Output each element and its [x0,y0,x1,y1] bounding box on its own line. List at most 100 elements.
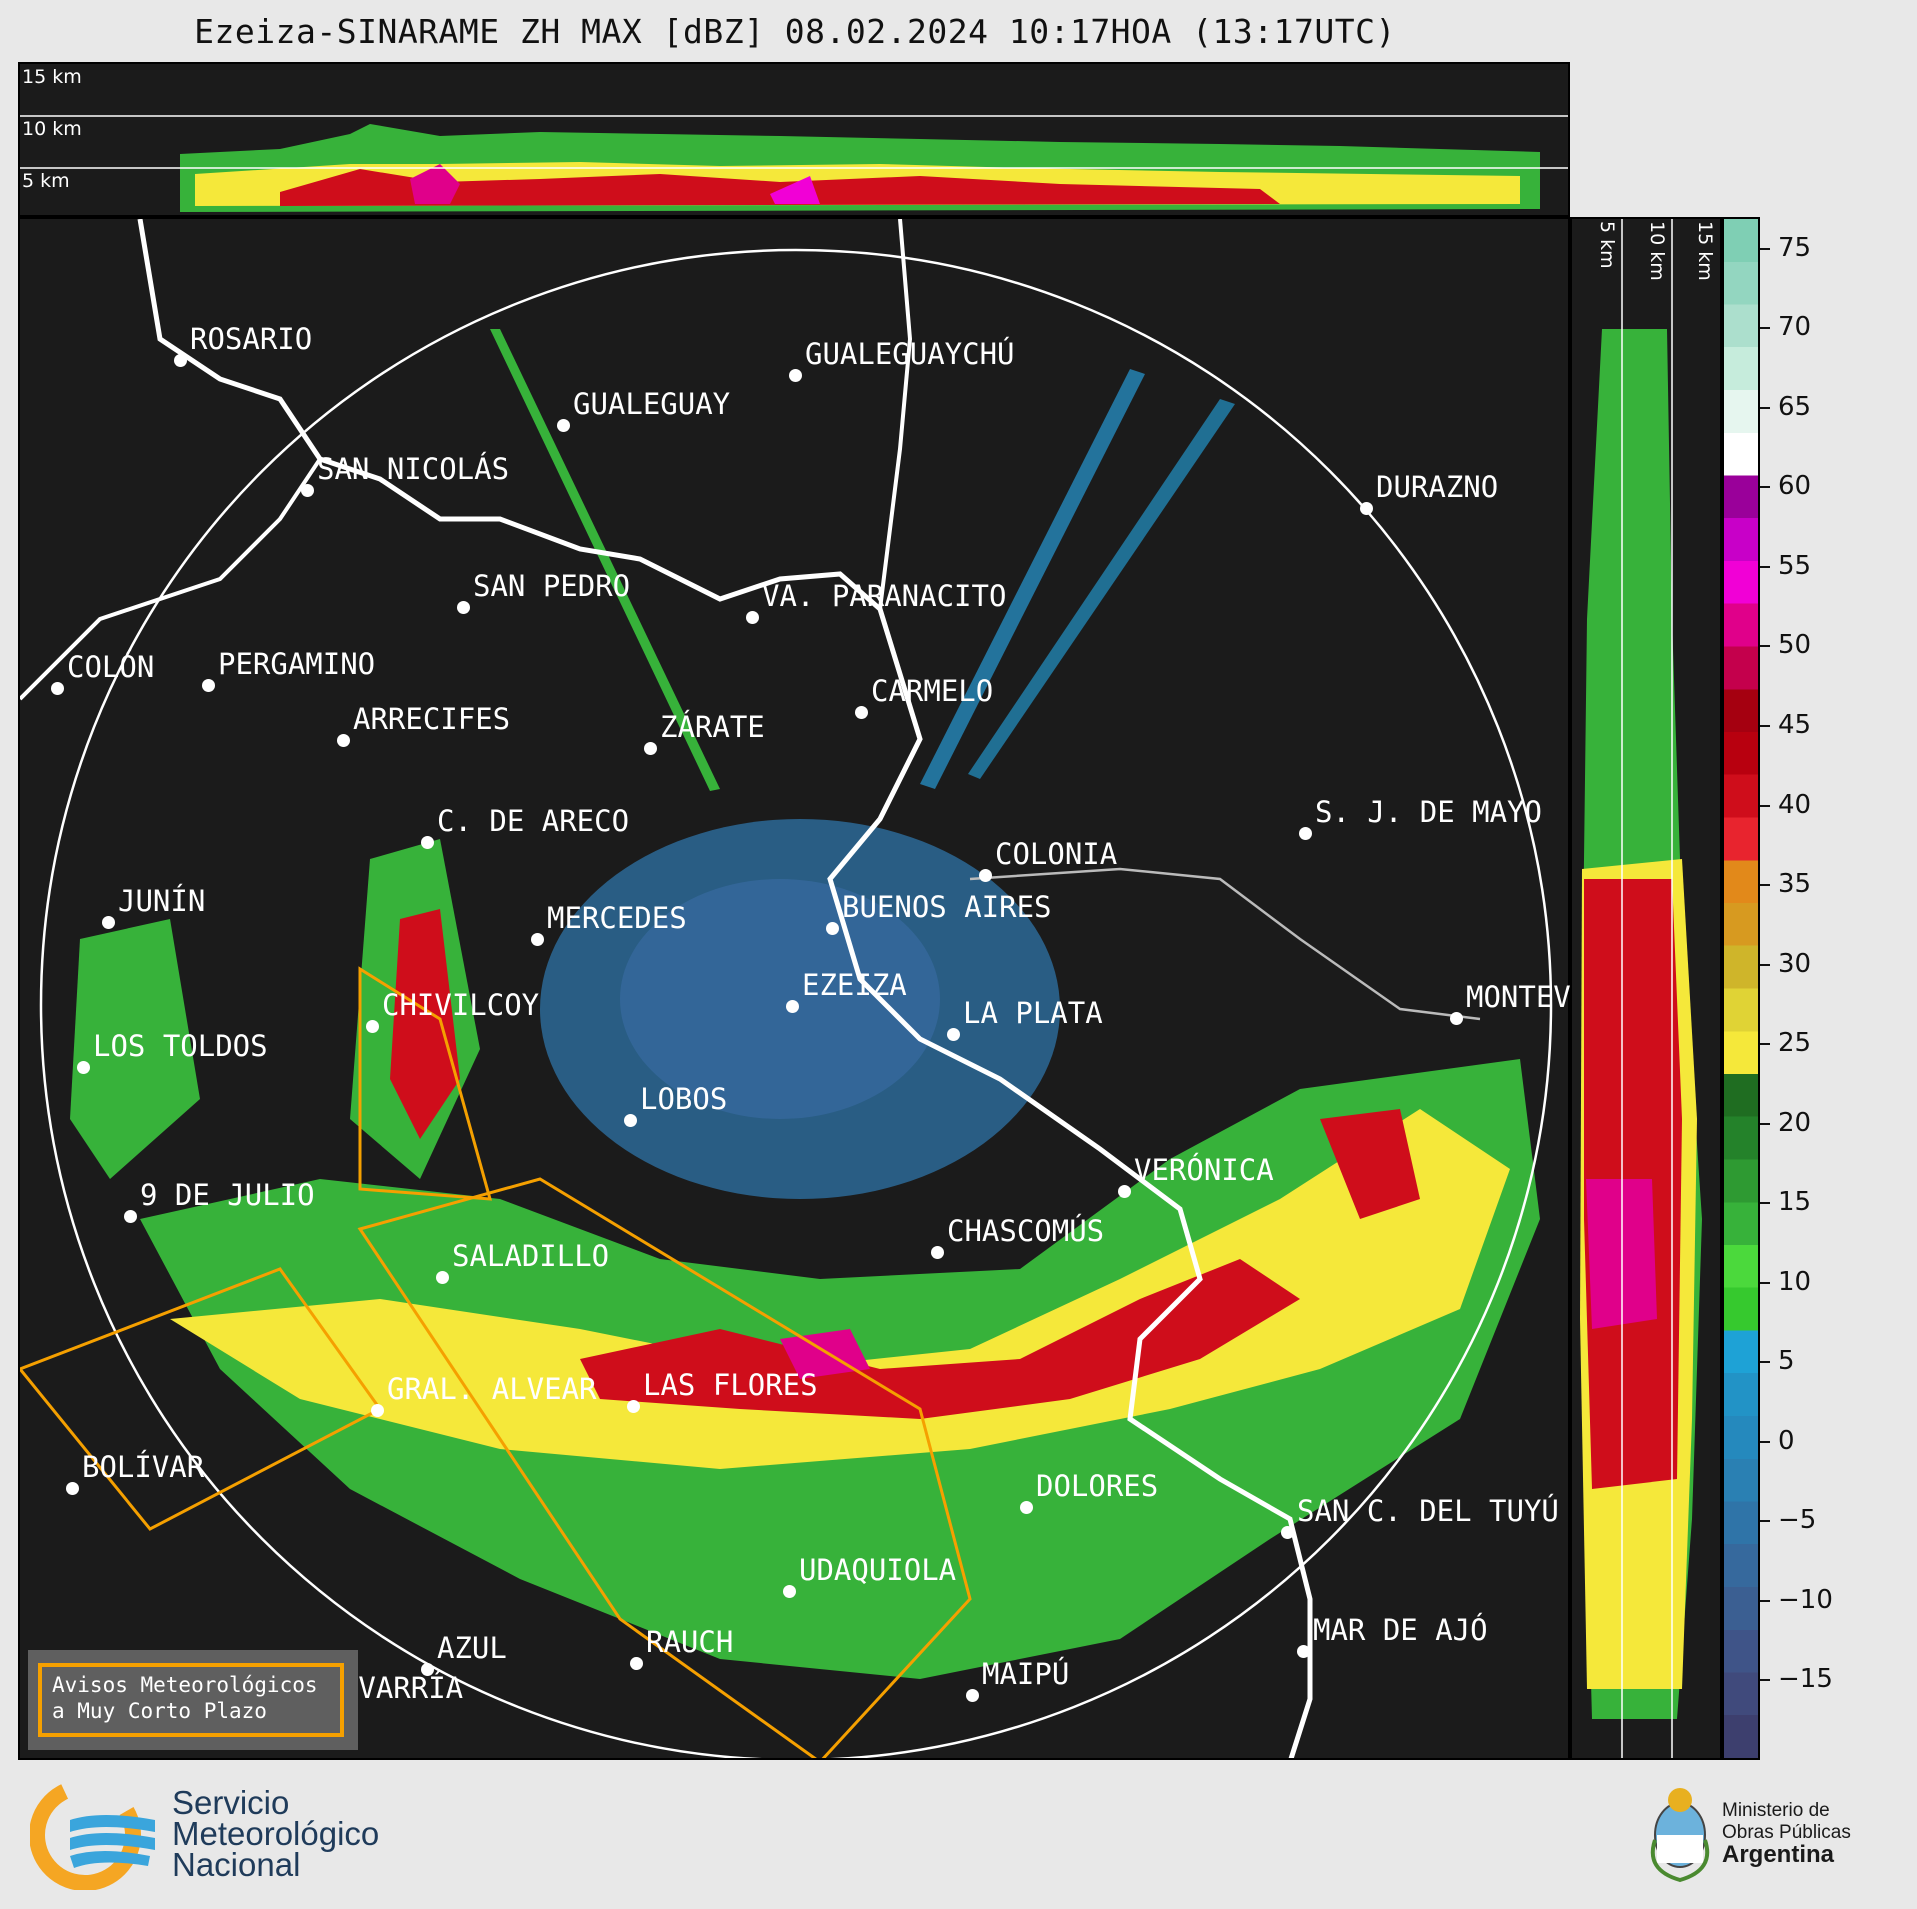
ministry-line-3: Argentina [1722,1841,1835,1868]
city-label: 9 DE JULIO [140,1178,315,1212]
colorbar-tick-mark [1760,1361,1770,1364]
city-marker-dot [557,419,570,432]
city-marker-dot [457,601,470,614]
city-marker-dot [1020,1501,1033,1514]
colorbar-tick-mark [1760,804,1770,807]
city-marker-dot [531,933,544,946]
city-marker-dot [337,734,350,747]
colorbar-tick-label: 70 [1778,312,1812,343]
colorbar-tick-label: 0 [1778,1425,1795,1456]
city-label: SAN PEDRO [473,569,631,603]
colorbar-tick-label: 50 [1778,630,1812,661]
city-label: C. DE ARECO [437,804,630,838]
city-marker-dot [783,1585,796,1598]
city-marker-dot [371,1404,384,1417]
city-label: DURAZNO [1376,470,1499,504]
colorbar-tick-mark [1760,1281,1770,1284]
colorbar-tick-label: 65 [1778,391,1812,422]
colorbar-tick-mark [1760,1679,1770,1682]
smn-line-3: Nacional [172,1846,301,1883]
city-label: ARRECIFES [353,702,511,736]
colorbar-tick-mark [1760,1043,1770,1046]
city-label: VERÓNICA [1134,1153,1274,1187]
colorbar-tick-mark [1760,884,1770,887]
city-label: MERCEDES [547,901,687,935]
city-marker-dot [421,836,434,849]
city-label: SAN NICOLÁS [317,452,510,486]
city-marker-dot [202,679,215,692]
colorbar-tick-label: 30 [1778,948,1812,979]
legend-line-2: a Muy Corto Plazo [52,1699,267,1723]
city-marker-dot [124,1210,137,1223]
city-marker-dot [855,706,868,719]
ministry-line-1: Ministerio de [1722,1800,1830,1821]
top-echo-profile [20,115,1568,212]
colorbar-tick-mark [1760,645,1770,648]
colorbar-tick-label: 60 [1778,471,1812,502]
colorbar-tick-label: 45 [1778,710,1812,741]
colorbar-tick-label: −5 [1778,1505,1817,1536]
right-vertical-cross-section: 5 km 10 km 15 km [1570,217,1722,1760]
chart-title: Ezeiza-SINARAME ZH MAX [dBZ] 08.02.2024 … [194,12,1396,51]
city-label: LA PLATA [963,996,1103,1030]
radar-echo-layer [20,219,1553,1758]
city-label: DOLORES [1036,1469,1159,1503]
city-marker-dot [644,742,657,755]
colorbar-tick-mark [1760,963,1770,966]
city-marker-dot [77,1061,90,1074]
legend-frame [38,1663,344,1737]
colorbar-tick-label: 20 [1778,1107,1812,1138]
smn-line-1: Servicio [172,1784,290,1821]
city-label: ROSARIO [190,322,313,356]
city-marker-dot [947,1028,960,1041]
city-marker-dot [366,1020,379,1033]
city-marker-dot [1281,1526,1294,1539]
city-marker-dot [51,682,64,695]
city-label: CHASCOMÚS [947,1214,1105,1248]
city-label: S. J. DE MAYO [1315,795,1542,829]
city-label: UDAQUIOLA [799,1553,957,1587]
city-marker-dot [624,1114,637,1127]
city-marker-dot [789,369,802,382]
city-label: COLÓN [67,650,155,684]
top-alt-label-15: 15 km [22,66,82,88]
colorbar-tick-label: 75 [1778,232,1812,263]
colorbar-tick-label: 55 [1778,550,1812,581]
city-label: RAUCH [646,1625,734,1659]
colorbar-tick-label: −10 [1778,1584,1833,1615]
top-alt-label-5: 5 km [22,170,70,192]
right-alt-label-15: 15 km [1694,221,1716,281]
city-label: GUALEGUAYCHÚ [805,337,1015,371]
top-alt-label-10: 10 km [22,118,82,140]
city-marker-dot [931,1246,944,1259]
city-marker-dot [1299,827,1312,840]
colorbar-tick-label: 40 [1778,789,1812,820]
colorbar-tick-mark [1760,406,1770,409]
city-marker-dot [102,916,115,929]
ministry-line-2: Obras Públicas [1722,1822,1851,1843]
colorbar-tick-label: 10 [1778,1266,1812,1297]
colorbar-tick-mark [1760,486,1770,489]
city-marker-dot [746,611,759,624]
city-label: SALADILLO [452,1239,610,1273]
colorbar-tick-mark [1760,565,1770,568]
city-label: LAS FLORES [643,1368,818,1402]
city-label: JUNÍN [118,884,206,918]
city-marker-dot [301,484,314,497]
city-label: SAN C. DEL TUYÚ [1297,1494,1559,1528]
colorbar-tick-mark [1760,1440,1770,1443]
city-label: MAIPÚ [982,1657,1070,1691]
smn-name: Servicio Meteorológico Nacional [172,1784,379,1883]
city-marker-dot [174,354,187,367]
city-label: AZUL [437,1631,507,1665]
top-vertical-cross-section: 15 km 10 km 5 km [18,62,1570,217]
colorbar-tick-label: 35 [1778,869,1812,900]
city-label: COLONIA [995,837,1118,871]
colorbar [1722,217,1760,1760]
city-marker-dot [66,1482,79,1495]
city-marker-dot [979,869,992,882]
city-label: GUALEGUAY [573,387,731,421]
coat-of-arms-icon [1650,1788,1710,1883]
city-label: LOBOS [640,1082,728,1116]
city-label: CARMELO [871,674,994,708]
